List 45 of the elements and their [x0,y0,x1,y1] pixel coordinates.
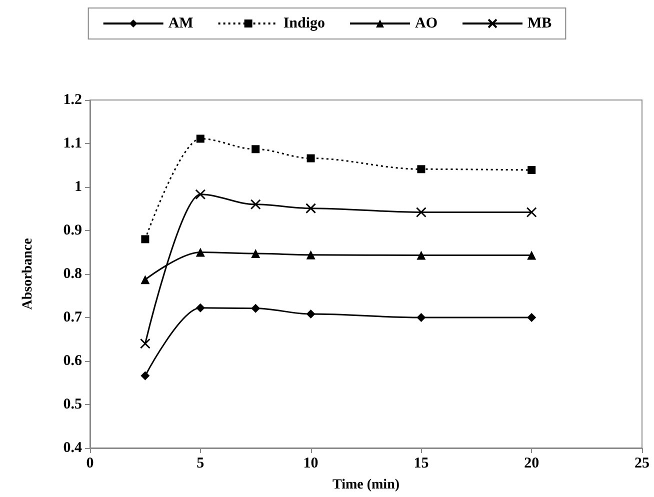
point [526,206,537,218]
point [196,248,205,257]
legend-label: AO [415,16,438,32]
point [140,338,150,349]
x-tick-label: 0 [86,456,94,472]
y-tick-label: 1.2 [63,92,82,108]
x-axis-title: Time (min) [332,478,400,492]
point [306,250,316,260]
x-tick-label: 10 [303,456,318,472]
y-tick-label: 0.7 [63,310,82,326]
x-tick-label: 25 [634,456,650,472]
y-tick-label: 0.8 [63,266,82,282]
legend-label: MB [528,16,552,32]
y-tick-label: 1.1 [63,136,82,152]
y-tick-label: 0.5 [63,396,82,412]
x-tick-label: 15 [414,456,429,472]
point [251,304,260,313]
point [416,206,426,218]
point [417,165,426,174]
point [252,145,260,154]
y-tick-label: 1 [74,179,82,195]
y-tick-label: 0.4 [63,440,82,456]
point [251,249,260,258]
point [528,166,536,174]
x-tick-label: 5 [196,456,204,472]
point [416,250,426,260]
point [306,310,316,319]
point [141,235,150,244]
point [250,199,261,210]
x-tick-label: 20 [524,456,540,472]
y-tick-label: 0.6 [63,353,82,369]
point [416,313,426,322]
point [140,275,150,284]
point [527,250,536,260]
y-axis-title: Absorbance [20,238,36,310]
point [196,134,204,143]
point [527,313,536,322]
point [196,303,205,312]
legend-label: Indigo [283,16,326,32]
point [306,203,316,214]
point [140,371,150,380]
point [306,154,315,162]
point [195,189,206,200]
legend-label: AM [168,16,194,32]
y-tick-label: 0.9 [63,222,82,238]
